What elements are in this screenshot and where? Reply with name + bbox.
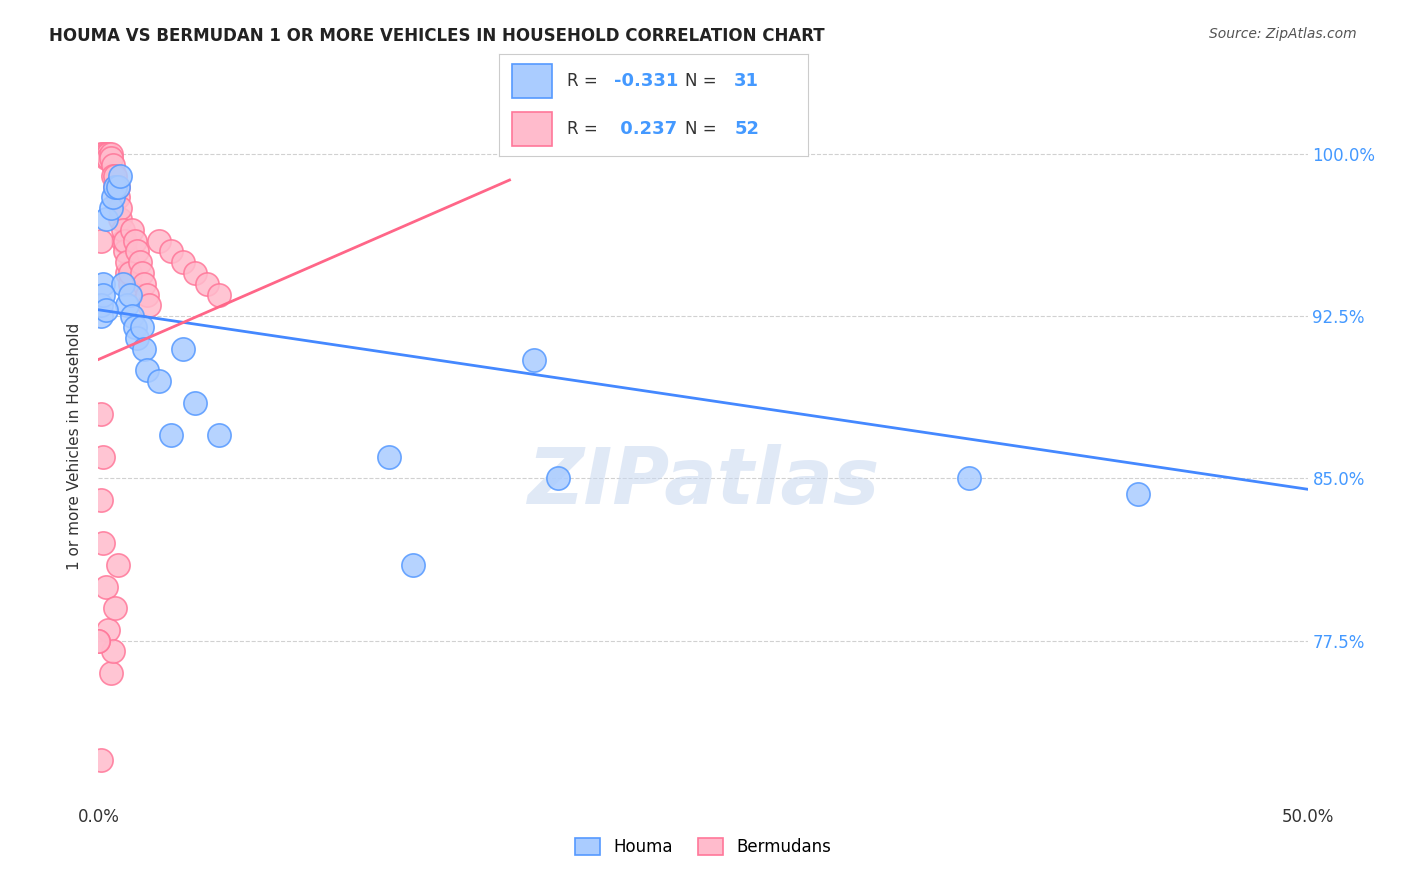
Point: [111, 277, 134, 291]
Text: 31: 31: [734, 71, 759, 90]
Text: R =: R =: [567, 120, 603, 138]
Point: [134, 342, 156, 356]
Point: [94, 147, 117, 161]
Point: [107, 179, 129, 194]
Point: [402, 558, 425, 572]
Point: [91, 536, 114, 550]
Text: R =: R =: [567, 71, 603, 90]
Point: [90, 493, 112, 508]
Point: [91, 450, 114, 464]
Text: N =: N =: [685, 71, 721, 90]
Point: [91, 147, 114, 161]
Y-axis label: 1 or more Vehicles in Household: 1 or more Vehicles in Household: [67, 322, 83, 570]
Point: [97, 623, 120, 637]
Point: [377, 450, 399, 464]
Point: [107, 179, 129, 194]
Point: [94, 211, 117, 226]
Point: [90, 298, 112, 312]
Point: [121, 310, 143, 324]
Point: [184, 396, 207, 410]
Point: [104, 169, 127, 183]
Point: [94, 302, 117, 317]
Text: N =: N =: [685, 120, 721, 138]
Point: [172, 255, 194, 269]
Point: [104, 179, 127, 194]
Point: [131, 266, 153, 280]
Point: [127, 331, 149, 345]
Point: [160, 244, 183, 259]
Point: [208, 428, 231, 442]
Text: ZIPatlas: ZIPatlas: [527, 443, 879, 520]
Point: [117, 298, 139, 312]
Point: [117, 255, 139, 269]
Point: [118, 277, 141, 291]
Point: [134, 277, 156, 291]
Point: [957, 471, 980, 485]
Point: [131, 320, 153, 334]
Point: [114, 234, 136, 248]
Point: [87, 633, 110, 648]
Point: [195, 277, 218, 291]
Point: [104, 601, 127, 615]
Text: Source: ZipAtlas.com: Source: ZipAtlas.com: [1209, 27, 1357, 41]
Point: [90, 310, 112, 324]
Point: [547, 471, 569, 485]
Point: [94, 580, 117, 594]
Text: -0.331: -0.331: [613, 71, 678, 90]
Point: [87, 633, 110, 648]
Point: [107, 558, 129, 572]
Point: [100, 152, 122, 166]
Point: [127, 244, 149, 259]
Point: [97, 152, 120, 166]
Point: [138, 298, 160, 312]
Point: [90, 234, 112, 248]
Point: [208, 287, 231, 301]
Point: [148, 374, 170, 388]
Point: [135, 287, 157, 301]
Point: [118, 287, 141, 301]
Point: [160, 428, 183, 442]
Point: [101, 169, 124, 183]
Point: [117, 266, 139, 280]
Point: [100, 666, 122, 681]
Point: [90, 753, 112, 767]
Text: 0.237: 0.237: [613, 120, 676, 138]
Point: [172, 342, 194, 356]
Point: [111, 223, 134, 237]
Point: [94, 152, 117, 166]
Point: [91, 287, 114, 301]
Point: [107, 190, 129, 204]
Point: [108, 201, 131, 215]
Point: [91, 277, 114, 291]
Point: [124, 234, 146, 248]
Point: [111, 234, 134, 248]
Point: [1128, 486, 1150, 500]
Point: [101, 190, 124, 204]
Point: [90, 407, 112, 421]
Bar: [512, 64, 551, 97]
Legend: Houma, Bermudans: Houma, Bermudans: [565, 828, 841, 866]
Point: [124, 320, 146, 334]
Point: [121, 223, 143, 237]
Point: [101, 158, 124, 172]
Text: 52: 52: [734, 120, 759, 138]
Point: [97, 147, 120, 161]
Text: HOUMA VS BERMUDAN 1 OR MORE VEHICLES IN HOUSEHOLD CORRELATION CHART: HOUMA VS BERMUDAN 1 OR MORE VEHICLES IN …: [49, 27, 825, 45]
Point: [100, 147, 122, 161]
Point: [118, 266, 141, 280]
Bar: [512, 112, 551, 145]
Point: [100, 201, 122, 215]
Point: [108, 169, 131, 183]
Point: [90, 147, 112, 161]
Point: [104, 179, 127, 194]
Point: [523, 352, 546, 367]
Point: [184, 266, 207, 280]
Point: [135, 363, 157, 377]
Point: [148, 234, 170, 248]
Point: [114, 244, 136, 259]
Point: [108, 211, 131, 226]
Point: [101, 644, 124, 658]
Point: [128, 255, 150, 269]
